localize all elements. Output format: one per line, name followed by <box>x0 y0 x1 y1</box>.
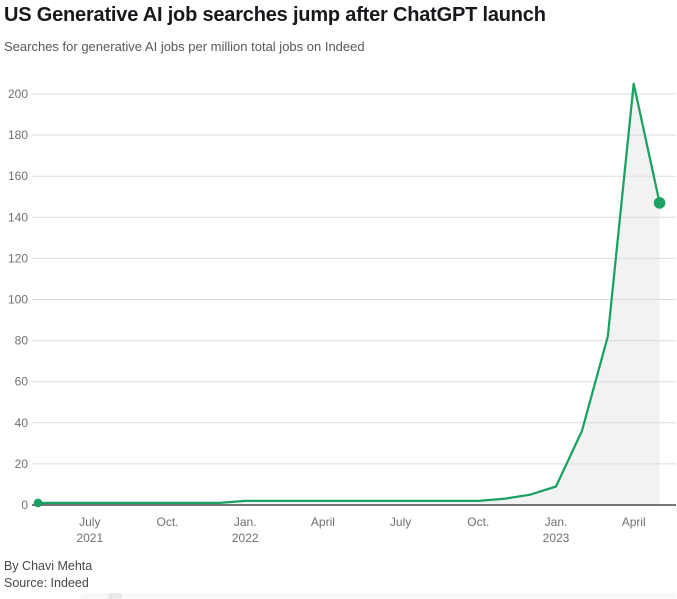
x-tick-label: Jan. <box>545 515 568 529</box>
y-tick-label: 60 <box>15 375 29 389</box>
y-tick-label: 40 <box>15 416 29 430</box>
x-tick-label: Oct. <box>467 515 489 529</box>
byline: By Chavi Mehta <box>4 559 93 573</box>
x-tick-year-label: 2022 <box>232 531 259 545</box>
y-tick-label: 20 <box>15 457 29 471</box>
x-tick-label: July <box>79 515 100 529</box>
y-axis-labels: 0 20 40 60 80 100 120 140 160 180 200 <box>8 87 28 512</box>
x-tick-label: Oct. <box>156 515 178 529</box>
x-tick-year-label: 2023 <box>543 531 570 545</box>
x-axis-labels: July 2021 Oct. Jan. 2022 April July Oct. Jan. 202… <box>76 515 645 545</box>
x-tick-year-label: 2021 <box>76 531 103 545</box>
y-tick-label: 200 <box>8 87 28 101</box>
chart-subtitle: Searches for generative AI jobs per mill… <box>4 39 365 54</box>
footer: By Chavi Mehta Source: Indeed <box>4 558 404 592</box>
first-point-marker <box>33 498 43 508</box>
horizontal-scrollbar-thumb[interactable] <box>108 593 122 599</box>
last-point-marker <box>653 197 666 209</box>
series-line <box>36 82 661 505</box>
horizontal-scrollbar[interactable] <box>80 593 677 599</box>
y-tick-label: 180 <box>8 128 28 142</box>
chart-title: US Generative AI job searches jump after… <box>4 4 546 26</box>
y-tick-label: 120 <box>8 251 28 265</box>
y-tick-label: 100 <box>8 293 28 307</box>
x-tick-label: April <box>311 515 335 529</box>
y-tick-label: 0 <box>21 498 28 512</box>
data-line <box>36 82 661 505</box>
series-area <box>38 83 660 505</box>
y-gridlines <box>32 93 676 465</box>
y-tick-label: 80 <box>15 334 29 348</box>
source-credit: Source: Indeed <box>4 576 89 590</box>
data-point-markers <box>33 197 666 508</box>
y-tick-label: 160 <box>8 169 28 183</box>
x-tick-label: April <box>622 515 646 529</box>
x-tick-label: July <box>390 515 411 529</box>
area-fill <box>38 83 660 505</box>
line-chart-svg: 0 20 40 60 80 100 120 140 160 180 200 July 2021 Oct.… <box>8 82 676 545</box>
x-tick-label: Jan. <box>234 515 257 529</box>
line-chart: 0 20 40 60 80 100 120 140 160 180 200 July 2021 Oct.… <box>0 60 677 555</box>
y-tick-label: 140 <box>8 210 28 224</box>
